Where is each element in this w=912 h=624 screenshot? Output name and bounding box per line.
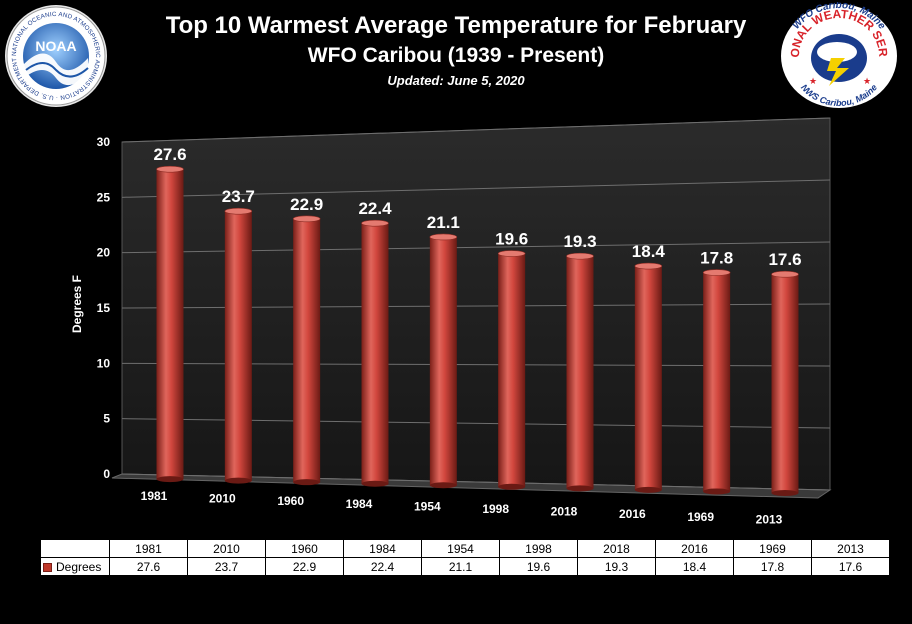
bar-base bbox=[771, 489, 799, 496]
data-label: 23.7 bbox=[222, 187, 255, 206]
table-header-cell: 2010 bbox=[187, 539, 266, 558]
x-tick-label: 1960 bbox=[277, 494, 304, 508]
table-header-cell: 1954 bbox=[421, 539, 500, 558]
table-row: Degrees 27.6 23.7 22.9 22.4 21.1 19.6 19.3 18.4… bbox=[40, 557, 890, 576]
y-tick-label: 5 bbox=[103, 412, 110, 426]
data-label: 17.6 bbox=[768, 250, 801, 269]
bar-base bbox=[703, 488, 731, 495]
table-cell: 17.6 bbox=[811, 557, 890, 576]
bar-cap bbox=[224, 207, 253, 215]
bar-cap bbox=[497, 250, 526, 257]
table-cell: 18.4 bbox=[655, 557, 734, 576]
bar-cap bbox=[361, 219, 389, 227]
table-cell: 19.3 bbox=[577, 557, 656, 576]
table-series-label: Degrees bbox=[56, 559, 102, 574]
bar-cap bbox=[429, 233, 458, 241]
table-header-cell: 2016 bbox=[655, 539, 734, 558]
x-tick-label: 1954 bbox=[414, 499, 441, 513]
bar-cap bbox=[566, 252, 594, 260]
bar bbox=[361, 223, 389, 484]
noaa-center-text: NOAA bbox=[35, 38, 76, 54]
bar-base bbox=[156, 476, 184, 483]
table-cell: 27.6 bbox=[109, 557, 188, 576]
y-tick-label: 15 bbox=[97, 301, 111, 315]
bar-cap bbox=[156, 165, 184, 173]
bar-base bbox=[224, 477, 252, 484]
bar-base bbox=[498, 483, 526, 490]
table-cell: 17.8 bbox=[733, 557, 812, 576]
bar-cap bbox=[292, 215, 321, 223]
noaa-logo: NATIONAL OCEANIC AND ATMOSPHERIC ADMINIS… bbox=[4, 4, 107, 107]
bar-cap bbox=[702, 269, 731, 276]
legend-swatch bbox=[43, 562, 52, 572]
bar-cap bbox=[634, 262, 663, 270]
bar-cap bbox=[771, 270, 799, 278]
data-label: 22.9 bbox=[290, 195, 323, 214]
bar-base bbox=[361, 480, 389, 487]
bar bbox=[498, 253, 526, 487]
x-tick-label: 1998 bbox=[482, 502, 509, 516]
table-header-cell: 1984 bbox=[343, 539, 422, 558]
y-tick-label: 30 bbox=[97, 135, 111, 149]
table-header-row: 1981 2010 1960 1984 1954 1998 2018 2016 1969 2013 bbox=[40, 539, 890, 558]
table-cell: 23.7 bbox=[187, 557, 266, 576]
gridline bbox=[121, 117, 831, 143]
svg-text:★: ★ bbox=[809, 76, 817, 86]
x-tick-label: 2016 bbox=[619, 507, 646, 521]
data-label: 19.3 bbox=[563, 232, 596, 251]
data-label: 22.4 bbox=[358, 199, 392, 218]
svg-text:★: ★ bbox=[863, 76, 871, 86]
bar bbox=[156, 169, 184, 480]
bar bbox=[224, 211, 252, 481]
bar bbox=[771, 274, 799, 493]
chart-title: Top 10 Warmest Average Temperature for F… bbox=[165, 12, 747, 39]
x-tick-label: 1981 bbox=[141, 489, 168, 503]
nws-logo: WFO Caribou, Maine NATIONAL WEATHER SERV… bbox=[779, 2, 897, 108]
table-series-cell: Degrees bbox=[40, 557, 110, 576]
x-tick-label: 1984 bbox=[346, 497, 373, 511]
table-header-cell: 1981 bbox=[109, 539, 188, 558]
table-cell: 22.4 bbox=[343, 557, 422, 576]
bar bbox=[703, 272, 731, 492]
x-tick-label: 2013 bbox=[756, 512, 783, 526]
bar-base bbox=[566, 485, 594, 492]
bar-base bbox=[429, 482, 457, 489]
table-corner-cell bbox=[40, 539, 110, 558]
bar bbox=[566, 256, 594, 489]
x-tick-label: 2018 bbox=[551, 505, 578, 519]
data-label: 21.1 bbox=[427, 213, 460, 232]
y-tick-label: 10 bbox=[97, 356, 111, 370]
updated-date: Updated: June 5, 2020 bbox=[387, 73, 525, 88]
table-cell: 21.1 bbox=[421, 557, 500, 576]
table-header-cell: 1960 bbox=[265, 539, 344, 558]
y-tick-label: 0 bbox=[103, 467, 110, 481]
x-tick-label: 2010 bbox=[209, 492, 236, 506]
bar bbox=[429, 236, 457, 486]
y-tick-label: 25 bbox=[97, 190, 111, 204]
gridline bbox=[121, 179, 831, 198]
table-header-cell: 2018 bbox=[577, 539, 656, 558]
data-label: 17.8 bbox=[700, 249, 733, 268]
y-tick-label: 20 bbox=[97, 246, 111, 260]
bar bbox=[293, 218, 321, 483]
data-label: 27.6 bbox=[153, 145, 186, 164]
data-label: 18.4 bbox=[632, 242, 666, 261]
table-cell: 19.6 bbox=[499, 557, 578, 576]
table-header-cell: 1998 bbox=[499, 539, 578, 558]
data-label: 19.6 bbox=[495, 230, 528, 249]
table-cell: 22.9 bbox=[265, 557, 344, 576]
bar-base bbox=[634, 486, 662, 493]
y-axis-label: Degrees F bbox=[70, 275, 84, 333]
table-header-cell: 1969 bbox=[733, 539, 812, 558]
table-header-cell: 2013 bbox=[811, 539, 890, 558]
chart-subtitle: WFO Caribou (1939 - Present) bbox=[307, 44, 605, 67]
data-table: 1981 2010 1960 1984 1954 1998 2018 2016 1969 2013… bbox=[40, 539, 890, 576]
x-tick-label: 1969 bbox=[687, 510, 714, 524]
bar-base bbox=[293, 479, 321, 486]
bar-chart: 0 5 10 15 20 25 30 Degrees F 27.6 1981 23.7 2010 22.… bbox=[70, 117, 832, 526]
bar bbox=[634, 266, 662, 490]
